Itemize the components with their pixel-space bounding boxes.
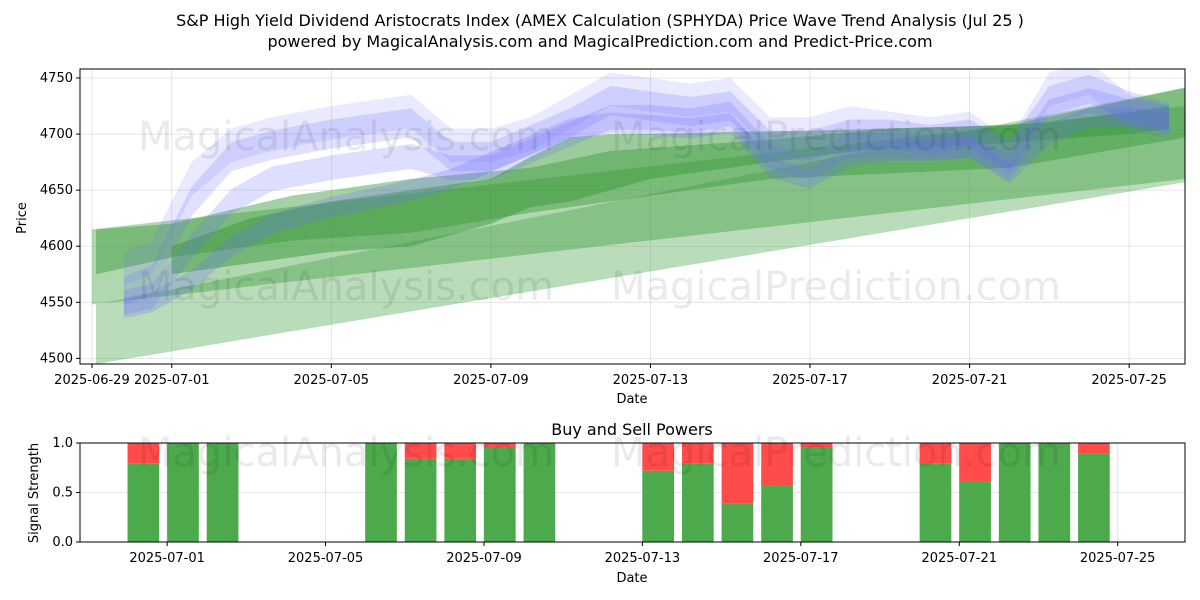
top-axes-frame (79, 68, 1186, 365)
sell-bar-4 (404, 443, 437, 459)
buy-bar-5 (444, 458, 477, 542)
bottom-ylabel: Signal Strength (27, 443, 42, 543)
buy-bar-7 (523, 443, 556, 542)
top-ytick-label-2: 4600 (40, 239, 73, 254)
top-xlabel: Date (616, 392, 647, 407)
sell-bar-14 (959, 443, 991, 482)
top-watermark-0: MagicalAnalysis.com (138, 114, 554, 160)
buy-bar-1 (167, 443, 199, 542)
top-ylabel: Price (15, 202, 30, 234)
top-xtick-label-3: 2025-07-09 (453, 373, 529, 388)
bottom-xtick-label-5: 2025-07-21 (921, 551, 997, 566)
bottom-xtick-label-6: 2025-07-25 (1080, 551, 1156, 566)
buy-bar-2 (206, 443, 239, 542)
bottom-title: Buy and Sell Powers (551, 420, 713, 439)
bottom-ytick-label-1: 0.5 (52, 486, 73, 501)
top-xtick-label-0: 2025-06-29 (54, 373, 130, 388)
buy-bar-16 (1038, 443, 1071, 542)
top-xtick-label-2: 2025-07-05 (294, 373, 370, 388)
sell-bar-0 (127, 443, 160, 464)
chart-title-line1: S&P High Yield Dividend Aristocrats Inde… (176, 11, 1024, 30)
top-ytick-label-1: 4550 (40, 295, 73, 310)
bottom-ytick-label-2: 1.0 (52, 436, 73, 451)
top-ytick-label-4: 4700 (40, 127, 73, 142)
chart-title-line2: powered by MagicalAnalysis.com and Magic… (267, 32, 932, 51)
bottom-xtick-label-3: 2025-07-13 (605, 551, 681, 566)
top-watermark-3: MagicalPrediction.com (611, 264, 1061, 310)
buy-bar-8 (642, 470, 675, 542)
sell-bar-6 (483, 443, 516, 447)
buy-bar-0 (127, 463, 160, 542)
top-xtick-label-1: 2025-07-01 (134, 373, 210, 388)
bottom-ytick-label-0: 0.0 (52, 535, 73, 550)
bottom-xtick-label-4: 2025-07-17 (763, 551, 839, 566)
buy-bar-9 (682, 463, 714, 542)
sell-bar-8 (642, 443, 675, 471)
sell-bar-17 (1078, 443, 1110, 454)
green-band-0 (91, 106, 1185, 305)
top-xtick-label-7: 2025-07-25 (1091, 373, 1167, 388)
top-xtick-label-6: 2025-07-21 (932, 373, 1008, 388)
green-band-3 (171, 106, 1170, 275)
top-ytick-label-3: 4650 (40, 183, 73, 198)
buy-bar-11 (761, 485, 793, 542)
blue-band-1 (123, 74, 1170, 306)
buy-bar-12 (800, 447, 833, 542)
buy-bar-13 (919, 463, 952, 542)
top-watermark-2: MagicalAnalysis.com (138, 264, 554, 310)
sell-bar-11 (761, 443, 793, 486)
signal-plot: MagicalAnalysis.com MagicalPrediction.com… (52, 430, 1186, 566)
sell-bar-9 (682, 443, 714, 464)
top-xtick-label-4: 2025-07-13 (613, 373, 689, 388)
blue-band-0 (123, 69, 1170, 286)
buy-bar-6 (483, 446, 516, 542)
buy-bar-3 (365, 443, 397, 542)
buy-bar-10 (721, 503, 754, 542)
buy-bar-4 (404, 458, 437, 542)
sell-bar-13 (919, 443, 952, 464)
bottom-xtick-label-0: 2025-07-01 (129, 551, 205, 566)
bottom-xtick-label-1: 2025-07-05 (288, 551, 364, 566)
blue-band-2 (123, 88, 1170, 315)
buy-bar-15 (998, 443, 1031, 542)
bottom-watermark-1: MagicalPrediction.com (611, 430, 1061, 476)
bottom-watermark-0: MagicalAnalysis.com (138, 430, 554, 476)
sell-bar-12 (800, 443, 833, 448)
buy-bar-14 (959, 481, 991, 542)
bottom-xtick-label-2: 2025-07-09 (446, 551, 522, 566)
buy-bar-17 (1078, 453, 1110, 542)
sell-bar-10 (721, 443, 754, 504)
green-band-1 (95, 87, 1185, 364)
top-watermark-1: MagicalPrediction.com (611, 114, 1061, 160)
price-plot: MagicalAnalysis.com MagicalPrediction.com… (40, 68, 1186, 388)
blue-band-3 (123, 107, 1170, 319)
top-plot-area (91, 69, 1185, 364)
top-ytick-label-5: 4750 (40, 71, 73, 86)
top-ytick-label-0: 4500 (40, 351, 73, 366)
sell-bar-5 (444, 443, 477, 459)
top-xtick-label-5: 2025-07-17 (772, 373, 848, 388)
bottom-xlabel: Date (616, 571, 647, 586)
